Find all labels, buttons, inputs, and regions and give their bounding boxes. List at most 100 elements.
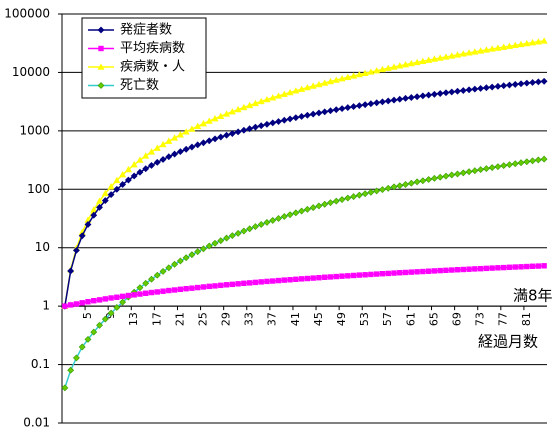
point [148,289,155,296]
point [298,113,306,120]
point [413,93,421,101]
point [494,163,502,171]
point [124,165,132,173]
point [61,384,69,392]
x-tick-label: 73 [474,312,487,326]
point [292,209,300,217]
point [379,271,386,277]
point [482,46,490,53]
point [529,79,536,86]
point [396,182,404,190]
point [534,38,542,45]
point [67,267,75,275]
point [275,215,282,222]
point [125,292,132,299]
point [512,264,518,270]
point [454,267,461,273]
x-tick-label: 45 [312,312,325,326]
point [159,140,167,148]
point [500,264,507,271]
point [402,94,409,102]
point [310,275,316,281]
point [402,269,409,276]
legend-label: 死亡数 [120,78,159,93]
point [327,274,334,280]
point [436,173,444,181]
point [177,286,184,293]
point [229,281,236,288]
point [263,218,271,226]
point [466,266,472,272]
point [425,91,433,99]
point [182,254,190,262]
point [448,171,456,179]
point [500,162,508,170]
point [373,67,381,74]
point [326,77,334,85]
legend-label: 疾病数・人 [120,60,185,75]
point [251,223,259,231]
point [356,272,363,278]
point [518,264,524,270]
point [506,81,513,89]
point [79,300,85,306]
point [142,165,150,173]
point [234,229,242,237]
point [113,176,121,184]
x-tick-label: 37 [266,312,279,326]
point [361,101,369,109]
point [142,152,150,159]
point [107,191,115,199]
point [321,108,329,116]
point [137,291,143,297]
point [211,239,219,247]
point [368,271,374,278]
x-tick-label: 61 [404,312,417,326]
point [228,232,236,240]
y-tick-label: 1 [42,299,50,313]
point [102,296,109,302]
point [73,301,80,307]
point [223,110,231,117]
point [373,99,381,107]
point [477,47,485,54]
point [350,72,358,79]
point [471,48,479,55]
point [182,128,190,135]
point [292,114,300,122]
point [431,268,438,274]
point [292,87,300,94]
point [459,169,467,177]
y-tick-label: 100 [27,182,50,196]
point [488,83,496,91]
point [500,43,508,50]
x-tick-label: 53 [358,312,371,326]
point [309,204,317,212]
point [345,273,351,279]
point [523,158,531,166]
point [108,295,114,301]
point [124,176,132,184]
point [327,199,334,207]
point [257,221,265,228]
point [419,57,427,64]
point [286,211,294,219]
point [176,148,184,156]
point [153,271,161,279]
annotation: 満8年 [513,287,553,305]
point [494,82,502,90]
point [246,225,254,233]
point [223,234,230,242]
point [511,41,519,49]
point [385,270,391,277]
point [62,303,68,309]
point [189,285,195,291]
point [171,134,179,141]
point [194,141,202,149]
point [321,79,329,86]
point [397,270,403,276]
point [315,109,323,117]
point [119,298,127,306]
point [448,52,456,59]
point [136,168,144,176]
